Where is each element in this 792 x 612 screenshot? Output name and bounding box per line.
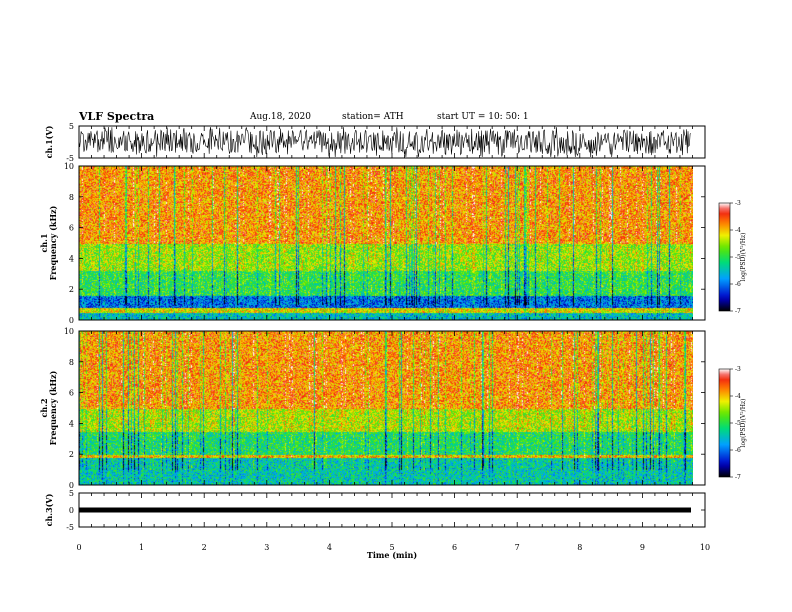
y-tick-label-2: 2 — [69, 285, 74, 294]
colorbar-1 — [718, 202, 731, 312]
figure-date: Aug.18, 2020 — [250, 112, 311, 122]
y-tick-label-4: 4 — [69, 419, 74, 428]
colorbar-2 — [718, 368, 731, 478]
figure-station: station= ATH — [342, 112, 404, 122]
colorbar-tick-label--6: -6 — [735, 281, 741, 288]
ch1-freq-y-label-1: ch.1 — [39, 233, 49, 252]
y-tick-label-0: 0 — [69, 481, 74, 490]
y-tick-label-5: 5 — [69, 489, 74, 498]
ch3-y-label-1: ch.3(V) — [44, 493, 54, 526]
x-tick-label-6: 6 — [452, 543, 457, 552]
ch1-waveform-line — [78, 126, 692, 158]
ch2-spectrogram — [79, 331, 693, 485]
colorbar-tick-label--3: -3 — [735, 200, 741, 207]
ch2-freq-y-label-1: ch.2 — [39, 398, 49, 417]
colorbar-tick-label--7: -7 — [735, 308, 741, 315]
panel-frame-3 — [78, 330, 706, 486]
colorbar-tick-label--4: -4 — [735, 393, 741, 400]
figure-start-time: start UT = 10: 50: 1 — [437, 112, 529, 122]
colorbar-label-2: log(PSD)(V²/Hz) — [740, 399, 747, 448]
x-tick-label-5: 5 — [389, 543, 394, 552]
y-tick-label-0: 0 — [69, 316, 74, 325]
y-tick-label-5: 5 — [69, 122, 74, 131]
colorbar-tick-label--3: -3 — [735, 366, 741, 373]
colorbar-tick-label--6: -6 — [735, 447, 741, 454]
y-tick-label-8: 8 — [69, 193, 74, 202]
colorbar-tick-label--7: -7 — [735, 474, 741, 481]
y-tick-label-10: 10 — [64, 162, 74, 171]
x-axis-label: Time (min) — [367, 550, 417, 560]
ch1-y-label-1: ch.1(V) — [44, 125, 54, 158]
x-tick-label-8: 8 — [577, 543, 582, 552]
x-tick-label-7: 7 — [515, 543, 520, 552]
panel-frame-2 — [78, 165, 706, 321]
colorbar-tick-label--5: -5 — [735, 254, 741, 261]
y-tick-label-6: 6 — [69, 224, 74, 233]
ch2-freq-y-label-2: Frequency (kHz) — [48, 370, 58, 445]
colorbar-label-1: log(PSD)(V²/Hz) — [740, 233, 747, 282]
x-tick-label-10: 10 — [700, 543, 710, 552]
colorbar-tick-label--4: -4 — [735, 227, 741, 234]
y-tick-label-6: 6 — [69, 389, 74, 398]
y-tick-label-4: 4 — [69, 254, 74, 263]
y-tick-label-8: 8 — [69, 358, 74, 367]
x-tick-label-3: 3 — [264, 543, 269, 552]
x-tick-label-2: 2 — [202, 543, 207, 552]
y-tick-label--5: -5 — [66, 154, 74, 163]
y-tick-label--5: -5 — [66, 523, 74, 532]
x-tick-label-4: 4 — [327, 543, 332, 552]
ch3-waveform-line — [79, 507, 691, 513]
x-tick-label-9: 9 — [640, 543, 645, 552]
x-tick-label-1: 1 — [139, 543, 144, 552]
ch1-freq-y-label-2: Frequency (kHz) — [48, 205, 58, 280]
figure-title: VLF Spectra — [79, 110, 155, 123]
colorbar-tick-label--5: -5 — [735, 420, 741, 427]
y-tick-label-2: 2 — [69, 450, 74, 459]
y-tick-label-0: 0 — [69, 506, 74, 515]
x-tick-label-0: 0 — [76, 543, 81, 552]
y-tick-label-10: 10 — [64, 327, 74, 336]
ch1-spectrogram — [79, 166, 693, 320]
